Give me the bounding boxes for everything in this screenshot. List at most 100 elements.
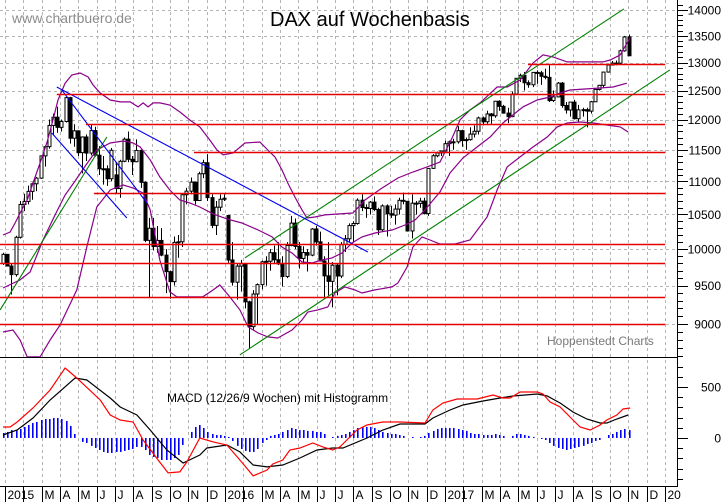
candle-bearish: [143, 181, 148, 241]
candle-bearish: [226, 214, 231, 261]
macd-histogram-bar: [349, 431, 351, 438]
candle-bullish: [380, 205, 385, 231]
month-label: J: [100, 488, 106, 502]
macd-histogram-bar: [558, 437, 560, 448]
macd-histogram-bar: [11, 430, 13, 438]
macd-histogram-bar: [324, 433, 326, 438]
month-label: J: [338, 488, 344, 502]
candle-bullish: [264, 260, 269, 263]
macd-line: [3, 367, 631, 477]
macd-histogram-bar: [232, 437, 234, 441]
macd-histogram-bar: [70, 425, 72, 438]
macd-histogram-bar: [170, 437, 172, 460]
candle-bearish: [230, 259, 235, 283]
macd-histogram-bar: [512, 435, 514, 438]
macd-histogram-bar: [103, 437, 105, 452]
chart-title: DAX auf Wochenbasis: [270, 9, 470, 31]
month-label: J: [118, 488, 124, 502]
candle-bullish: [89, 130, 94, 154]
month-label: A: [503, 488, 511, 502]
macd-histogram-bar: [362, 426, 364, 438]
macd-histogram-bar: [174, 437, 176, 458]
candle-bullish: [606, 64, 611, 73]
macd-histogram-bar: [428, 432, 430, 438]
macd-histogram-bar: [32, 422, 34, 438]
candle-bullish: [431, 155, 436, 169]
candle-bearish: [414, 202, 419, 205]
candle-bullish: [468, 133, 473, 141]
macd-histogram-bar: [28, 425, 30, 438]
macd-histogram-bar: [524, 435, 526, 438]
macd-histogram-bar: [520, 433, 522, 438]
macd-histogram-bar: [161, 437, 163, 460]
candle-bullish: [109, 149, 114, 180]
candle-bearish: [247, 301, 252, 328]
candle-bullish: [568, 101, 573, 111]
month-label: J: [320, 488, 326, 502]
macd-histogram-bar: [541, 437, 543, 439]
month-label: O: [393, 488, 402, 502]
macd-histogram-bar: [337, 435, 339, 438]
candle-bearish: [105, 168, 110, 180]
candle-bullish: [289, 222, 294, 247]
candle-bearish: [243, 263, 248, 303]
candle-bearish: [84, 136, 89, 154]
macd-histogram-bar: [153, 437, 155, 457]
macd-histogram-bar: [228, 436, 230, 438]
macd-histogram-bar: [49, 419, 51, 438]
macd-histogram-bar: [191, 431, 193, 438]
macd-histogram-bar: [282, 431, 284, 438]
macd-histogram-bar: [303, 430, 305, 438]
macd-histogram-bar: [620, 430, 622, 438]
candle-bullish: [426, 167, 431, 215]
macd-histogram-bar: [574, 437, 576, 448]
macd-histogram-bar: [420, 436, 422, 438]
candle-bearish: [5, 253, 10, 267]
macd-panel: [2, 367, 631, 477]
macd-histogram-bar: [462, 430, 464, 438]
macd-histogram-bar: [587, 437, 589, 444]
candle-bullish: [176, 241, 181, 244]
candle-bearish: [405, 200, 410, 232]
macd-histogram-bar: [24, 426, 26, 438]
macd-histogram-bar: [441, 427, 443, 438]
macd-histogram-bar: [487, 435, 489, 438]
macd-histogram-bar: [203, 427, 205, 438]
candle-bearish: [97, 154, 102, 170]
macd-histogram-bar: [116, 437, 118, 452]
macd-histogram-bar: [178, 437, 180, 455]
month-label: 20: [668, 488, 682, 502]
price-axis-label: 10500: [688, 208, 722, 222]
candle-bullish: [34, 177, 39, 185]
price-axis-label: 10000: [688, 243, 722, 257]
candle-bullish: [18, 203, 23, 238]
macd-histogram-bar: [224, 435, 226, 438]
candle-bearish: [193, 181, 198, 202]
candle-bearish: [335, 264, 340, 277]
macd-histogram-bar: [257, 437, 259, 449]
macd-histogram-bar: [608, 435, 610, 438]
macd-histogram-bar: [3, 432, 5, 438]
month-label: A: [576, 488, 584, 502]
macd-histogram-bar: [120, 437, 122, 452]
month-label: O: [173, 488, 182, 502]
candle-bearish: [76, 130, 81, 154]
candle-bearish: [539, 72, 544, 77]
candle-bearish: [564, 104, 569, 111]
candle-bullish: [510, 93, 515, 118]
macd-histogram-bar: [249, 437, 251, 452]
month-label: J: [540, 488, 546, 502]
macd-histogram-bar: [553, 437, 555, 446]
macd-histogram-bar: [449, 427, 451, 438]
candle-bullish: [618, 50, 623, 64]
macd-histogram-bar: [583, 437, 585, 446]
trendline-lower-channel: [239, 69, 671, 356]
macd-histogram-bar: [391, 433, 393, 438]
month-label: 2017: [448, 488, 475, 502]
candle-bearish: [401, 199, 406, 202]
candle-bullish: [347, 225, 352, 240]
candle-bearish: [9, 265, 14, 276]
macd-histogram-bar: [107, 437, 109, 453]
macd-histogram-bar: [141, 437, 143, 447]
macd-histogram-bar: [387, 432, 389, 438]
